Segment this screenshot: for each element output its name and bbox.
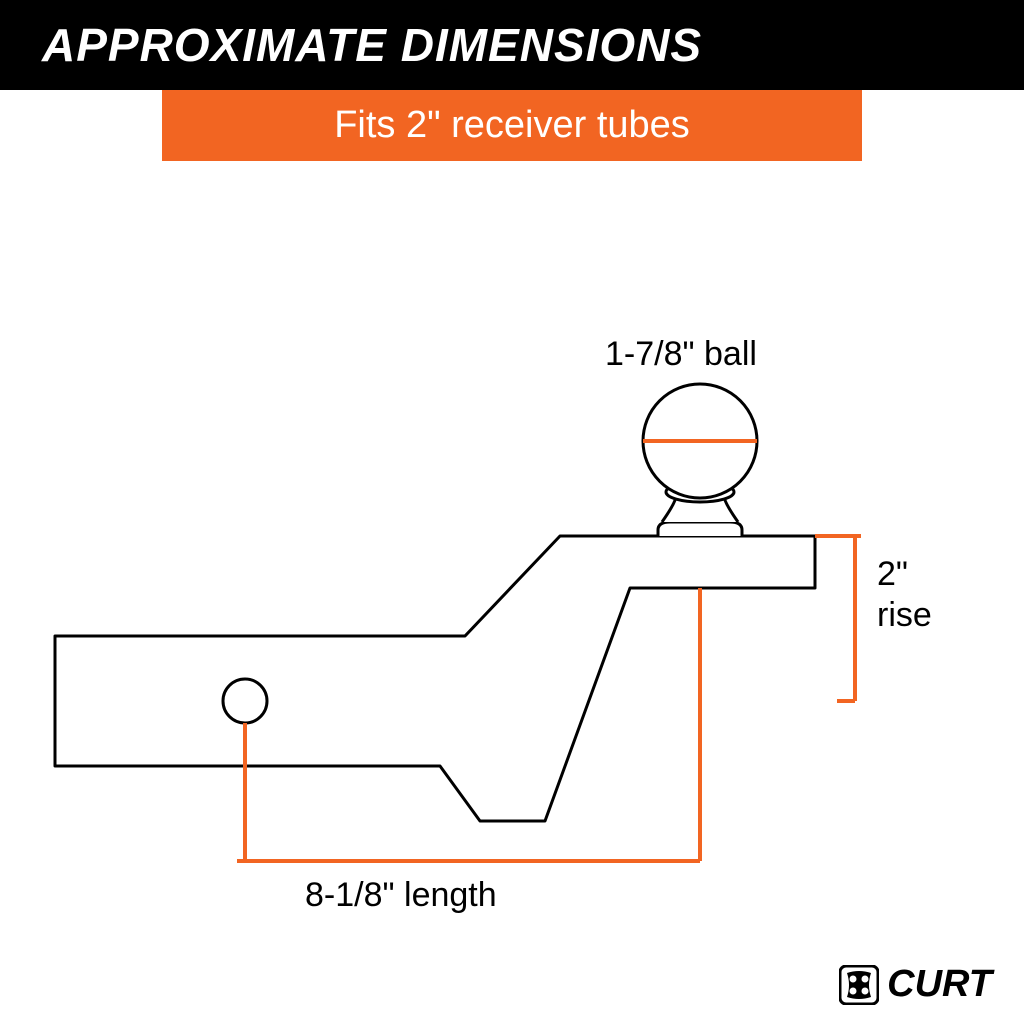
brand-logo: CURT xyxy=(839,963,992,1006)
hitch-diagram xyxy=(0,161,1024,921)
subtitle-bar: Fits 2" receiver tubes xyxy=(162,90,862,161)
length-label: 8-1/8" length xyxy=(305,875,497,916)
diagram-area: 1-7/8" ball 2" rise 8-1/8" length xyxy=(0,161,1024,921)
title-bar: APPROXIMATE DIMENSIONS xyxy=(0,0,1024,90)
subtitle-text: Fits 2" receiver tubes xyxy=(334,104,690,146)
rise-label: 2" rise xyxy=(877,554,932,636)
logo-text: CURT xyxy=(887,963,992,1006)
logo-icon xyxy=(839,965,879,1005)
page-title: APPROXIMATE DIMENSIONS xyxy=(42,19,702,71)
ball-label: 1-7/8" ball xyxy=(605,334,757,375)
